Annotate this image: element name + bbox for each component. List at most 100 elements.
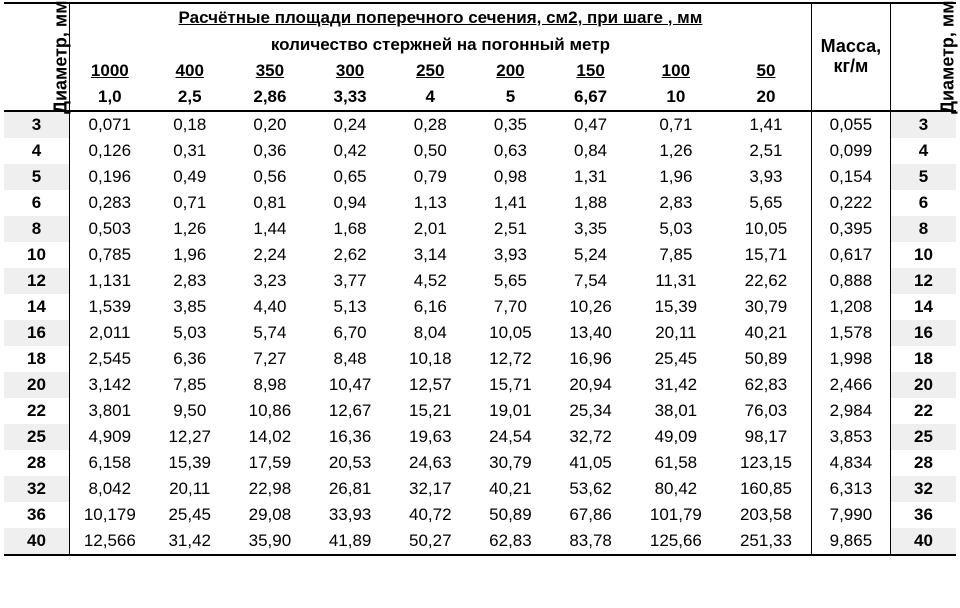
diameter-cell: 40: [890, 528, 956, 555]
diameter-cell: 32: [890, 476, 956, 502]
mass-cell: 3,853: [811, 424, 890, 450]
value-cell: 0,71: [631, 111, 721, 138]
value-cell: 0,20: [230, 111, 310, 138]
value-cell: 2,83: [150, 268, 230, 294]
value-cell: 3,14: [390, 242, 470, 268]
diameter-cell: 20: [4, 372, 69, 398]
value-cell: 4,52: [390, 268, 470, 294]
value-cell: 0,18: [150, 111, 230, 138]
value-cell: 24,54: [470, 424, 550, 450]
mass-cell: 1,998: [811, 346, 890, 372]
value-cell: 1,96: [150, 242, 230, 268]
value-cell: 41,05: [551, 450, 631, 476]
value-cell: 62,83: [721, 372, 811, 398]
value-cell: 33,93: [310, 502, 390, 528]
value-cell: 11,31: [631, 268, 721, 294]
value-cell: 0,126: [69, 138, 149, 164]
value-cell: 0,49: [150, 164, 230, 190]
value-cell: 1,41: [470, 190, 550, 216]
mass-cell: 0,099: [811, 138, 890, 164]
value-cell: 7,85: [150, 372, 230, 398]
table-row: 223,8019,5010,8612,6715,2119,0125,3438,0…: [4, 398, 956, 424]
value-cell: 5,24: [551, 242, 631, 268]
table-row: 3610,17925,4529,0833,9340,7250,8967,8610…: [4, 502, 956, 528]
value-cell: 10,47: [310, 372, 390, 398]
value-cell: 2,01: [390, 216, 470, 242]
value-cell: 40,21: [470, 476, 550, 502]
value-cell: 7,70: [470, 294, 550, 320]
diameter-cell: 4: [4, 138, 69, 164]
header-step: 400: [150, 58, 230, 84]
value-cell: 16,36: [310, 424, 390, 450]
diameter-cell: 40: [4, 528, 69, 555]
value-cell: 12,57: [390, 372, 470, 398]
header-sub-title: количество стержней на погонный метр: [69, 32, 811, 58]
diameter-cell: 4: [890, 138, 956, 164]
value-cell: 1,88: [551, 190, 631, 216]
value-cell: 10,179: [69, 502, 149, 528]
diameter-cell: 5: [4, 164, 69, 190]
mass-cell: 2,466: [811, 372, 890, 398]
table-row: 80,5031,261,441,682,012,513,355,0310,050…: [4, 216, 956, 242]
value-cell: 0,071: [69, 111, 149, 138]
value-cell: 2,83: [631, 190, 721, 216]
diameter-cell: 25: [890, 424, 956, 450]
value-cell: 10,05: [721, 216, 811, 242]
value-cell: 20,53: [310, 450, 390, 476]
mass-cell: 2,984: [811, 398, 890, 424]
table-row: 182,5456,367,278,4810,1812,7216,9625,455…: [4, 346, 956, 372]
value-cell: 0,84: [551, 138, 631, 164]
value-cell: 3,77: [310, 268, 390, 294]
table-row: 203,1427,858,9810,4712,5715,7120,9431,42…: [4, 372, 956, 398]
value-cell: 2,51: [470, 216, 550, 242]
value-cell: 0,71: [150, 190, 230, 216]
value-cell: 12,27: [150, 424, 230, 450]
value-cell: 40,72: [390, 502, 470, 528]
value-cell: 35,90: [230, 528, 310, 555]
value-cell: 4,40: [230, 294, 310, 320]
value-cell: 10,18: [390, 346, 470, 372]
value-cell: 0,47: [551, 111, 631, 138]
value-cell: 0,50: [390, 138, 470, 164]
header-step: 50: [721, 58, 811, 84]
diameter-cell: 6: [890, 190, 956, 216]
diameter-cell: 12: [4, 268, 69, 294]
value-cell: 0,56: [230, 164, 310, 190]
value-cell: 50,27: [390, 528, 470, 555]
header-rods: 20: [721, 84, 811, 111]
header-step: 150: [551, 58, 631, 84]
value-cell: 9,50: [150, 398, 230, 424]
value-cell: 80,42: [631, 476, 721, 502]
value-cell: 20,11: [631, 320, 721, 346]
value-cell: 40,21: [721, 320, 811, 346]
value-cell: 0,503: [69, 216, 149, 242]
value-cell: 15,39: [631, 294, 721, 320]
value-cell: 38,01: [631, 398, 721, 424]
header-diameter-right: Диаметр, мм: [890, 3, 956, 111]
value-cell: 6,158: [69, 450, 149, 476]
table-header: Диаметр, мм Расчётные площади поперечног…: [4, 3, 956, 111]
header-step: 100: [631, 58, 721, 84]
value-cell: 1,26: [150, 216, 230, 242]
value-cell: 32,72: [551, 424, 631, 450]
diameter-cell: 3: [890, 111, 956, 138]
header-main-title: Расчётные площади поперечного сечения, с…: [69, 3, 811, 32]
value-cell: 4,909: [69, 424, 149, 450]
table-row: 40,1260,310,360,420,500,630,841,262,510,…: [4, 138, 956, 164]
value-cell: 2,51: [721, 138, 811, 164]
table-row: 30,0710,180,200,240,280,350,470,711,410,…: [4, 111, 956, 138]
value-cell: 83,78: [551, 528, 631, 555]
diameter-cell: 6: [4, 190, 69, 216]
value-cell: 0,42: [310, 138, 390, 164]
value-cell: 203,58: [721, 502, 811, 528]
value-cell: 0,31: [150, 138, 230, 164]
value-cell: 1,131: [69, 268, 149, 294]
header-mass: Масса, кг/м: [811, 3, 890, 111]
value-cell: 15,21: [390, 398, 470, 424]
header-rods: 10: [631, 84, 721, 111]
value-cell: 2,24: [230, 242, 310, 268]
table-row: 162,0115,035,746,708,0410,0513,4020,1140…: [4, 320, 956, 346]
mass-cell: 4,834: [811, 450, 890, 476]
header-step: 200: [470, 58, 550, 84]
value-cell: 20,94: [551, 372, 631, 398]
